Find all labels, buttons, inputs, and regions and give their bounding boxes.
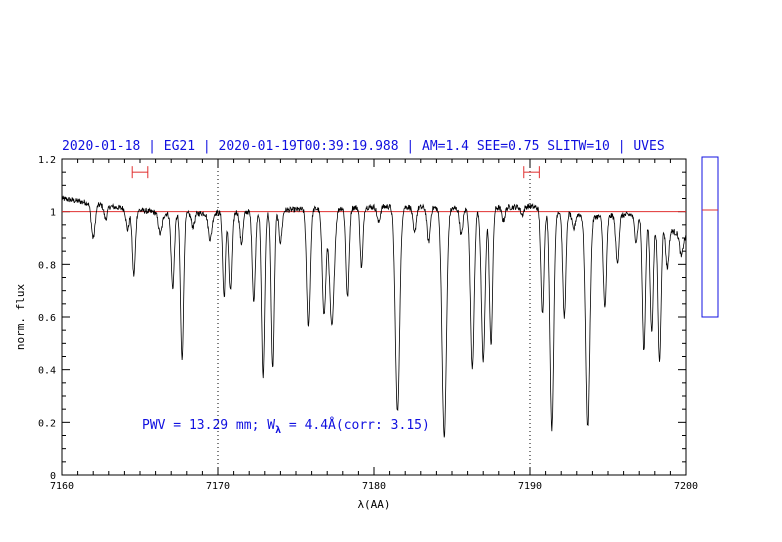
- y-tick-label: 1: [50, 208, 56, 219]
- x-tick-label: 7190: [518, 481, 542, 492]
- y-axis-label: norm. flux: [14, 284, 27, 351]
- x-tick-label: 7180: [362, 481, 386, 492]
- chart-title: 2020-01-18 | EG21 | 2020-01-19T00:39:19.…: [62, 139, 665, 154]
- x-tick-label: 7160: [50, 481, 74, 492]
- y-tick-label: 0.8: [38, 260, 56, 271]
- pwv-suffix: = 4.4Å(corr: 3.15): [281, 417, 430, 433]
- y-tick-label: 1.2: [38, 155, 56, 166]
- y-tick-label: 0.4: [38, 366, 56, 377]
- side-panel-box: [701, 156, 719, 318]
- y-tick-label: 0: [50, 471, 56, 482]
- y-tick-label: 0.6: [38, 313, 56, 324]
- pwv-subscript: λ: [275, 425, 281, 436]
- pwv-prefix: PWV = 13.29 mm; W: [142, 418, 275, 433]
- y-tick-label: 0.2: [38, 418, 56, 429]
- x-tick-label: 7170: [206, 481, 230, 492]
- x-tick-label: 7200: [674, 481, 698, 492]
- spectrum-line: [61, 195, 687, 438]
- x-axis-label: λ(AA): [357, 498, 390, 511]
- pwv-annotation: PWV = 13.29 mm; Wλ = 4.4Å(corr: 3.15): [142, 417, 430, 436]
